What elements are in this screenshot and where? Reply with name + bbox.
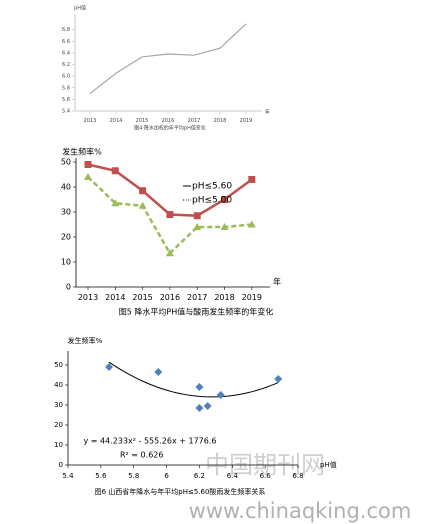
x-tick-label: 2013: [84, 118, 97, 124]
point: [195, 404, 204, 412]
x-axis-label: 年: [265, 109, 270, 116]
marker: [138, 201, 147, 209]
marker: [84, 173, 92, 180]
x-tick-label: 6: [164, 472, 169, 480]
y-tick-label: 5.6: [62, 97, 70, 103]
y-tick-label: 10: [54, 441, 63, 449]
y-axis-label: 发生频率%: [62, 147, 102, 157]
trend-r2: R² = 0.626: [120, 451, 163, 460]
x-tick-label: 6.2: [194, 472, 205, 480]
x-axis-label: 年: [273, 277, 281, 287]
marker: [166, 211, 174, 218]
x-tick-label: 2018: [214, 293, 234, 302]
y-tick-label: 6.4: [62, 50, 70, 56]
x-tick-label: 6.8: [292, 472, 303, 480]
marker: [221, 196, 228, 203]
marker: [193, 212, 201, 220]
legend-label: pH≤5.00: [192, 196, 232, 206]
trend-equation: y = 44.233x² - 555.26x + 1776.6: [84, 437, 217, 446]
x-tick-label: 5.6: [95, 472, 107, 480]
y-tick-label: 6.6: [62, 39, 70, 45]
x-tick-label: 2015: [136, 118, 149, 124]
y-tick-label: 5.4: [62, 109, 70, 115]
marker: [84, 161, 92, 168]
y-axis-label: pH值: [74, 5, 86, 12]
marker: [165, 249, 174, 257]
y-tick-label: 6.0: [62, 74, 70, 80]
y-tick-label: 0: [59, 461, 63, 469]
y-tick-label: 5.8: [62, 85, 70, 91]
marker: [248, 176, 256, 183]
x-tick-label: 2019: [240, 118, 253, 124]
y-tick-label: 30: [61, 208, 71, 217]
x-tick-label: 2017: [188, 118, 201, 124]
watermark-url: www.chinaqking.com: [189, 499, 412, 523]
y-tick-label: 40: [61, 183, 71, 192]
series-line: [89, 23, 247, 95]
point: [105, 363, 114, 371]
x-axis-label: pH值: [320, 460, 337, 469]
point: [203, 402, 212, 410]
marker: [111, 199, 120, 207]
caption: 图4 降水加权的年平均pH值变化: [134, 125, 206, 132]
y-tick-label: 20: [54, 421, 63, 429]
x-tick-label: 2016: [160, 293, 180, 302]
x-tick-label: 6.6: [260, 472, 272, 480]
x-tick-label: 2017: [187, 293, 207, 302]
caption: 图6 山西省年降水与年平均pH≤5.60酸雨发生频率关系: [95, 487, 266, 496]
trendline: [108, 361, 279, 398]
legend-label: pH≤5.60: [192, 182, 232, 192]
x-tick-label: 2014: [105, 293, 125, 302]
marker: [247, 220, 256, 228]
marker: [139, 187, 147, 195]
point: [195, 383, 204, 391]
y-tick-label: 6.8: [62, 27, 70, 33]
marker: [220, 223, 229, 230]
y-tick-label: 6.2: [62, 62, 70, 68]
y-axis-label: 发生频率%: [68, 336, 103, 345]
y-tick-label: 40: [54, 381, 63, 389]
y-tick-label: 30: [54, 401, 63, 409]
x-tick-label: 2013: [78, 293, 98, 302]
caption: 图5 降水平均PH值与酸雨发生频率的年变化: [119, 307, 273, 317]
x-tick-label: 5.4: [62, 472, 74, 480]
x-tick-label: 6.4: [227, 472, 239, 480]
marker: [193, 223, 202, 230]
x-tick-label: 2016: [162, 118, 175, 124]
x-tick-label: 2015: [132, 293, 152, 302]
y-tick-label: 10: [61, 258, 71, 267]
y-tick-label: 50: [61, 158, 71, 167]
x-tick-label: 5.8: [128, 472, 139, 480]
x-tick-label: 2019: [242, 293, 262, 302]
point: [216, 391, 225, 399]
marker: [111, 167, 119, 175]
point: [274, 375, 283, 383]
x-tick-label: 2018: [214, 118, 227, 124]
y-tick-label: 20: [61, 233, 71, 242]
point: [154, 368, 163, 376]
y-tick-label: 0: [66, 283, 71, 292]
y-tick-label: 50: [54, 361, 63, 369]
x-tick-label: 2014: [110, 118, 123, 124]
